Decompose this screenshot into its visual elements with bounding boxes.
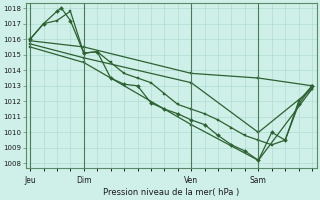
X-axis label: Pression niveau de la mer( hPa ): Pression niveau de la mer( hPa ) xyxy=(103,188,239,197)
